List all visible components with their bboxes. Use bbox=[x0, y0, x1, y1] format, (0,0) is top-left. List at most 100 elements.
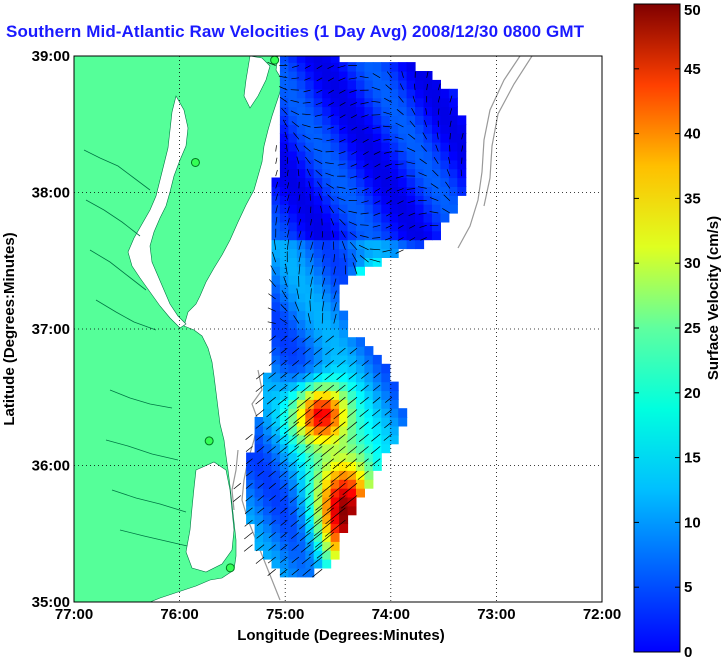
x-axis-label: Longitude (Degrees:Minutes) bbox=[237, 627, 445, 644]
velocity-cell bbox=[330, 204, 340, 214]
velocity-cell bbox=[347, 62, 357, 72]
velocity-cell bbox=[457, 186, 467, 196]
velocity-vector bbox=[255, 556, 265, 564]
velocity-cell bbox=[440, 213, 450, 223]
velocity-vector bbox=[342, 482, 358, 496]
velocity-cell bbox=[330, 372, 340, 383]
velocity-vector bbox=[349, 89, 358, 93]
velocity-cell bbox=[398, 97, 408, 108]
velocity-cell bbox=[381, 248, 391, 258]
velocity-vector bbox=[396, 109, 404, 115]
velocity-cell bbox=[347, 71, 357, 81]
velocity-cell bbox=[279, 417, 289, 427]
velocity-vector bbox=[284, 409, 300, 422]
velocity-vector bbox=[461, 132, 464, 140]
velocity-vector bbox=[326, 138, 334, 142]
velocity-vector bbox=[286, 229, 290, 238]
velocity-cell bbox=[347, 461, 357, 471]
velocity-cell bbox=[432, 133, 441, 143]
velocity-cell bbox=[279, 142, 289, 152]
velocity-vector bbox=[449, 108, 453, 115]
velocity-vector bbox=[341, 240, 346, 250]
velocity-cell bbox=[271, 337, 281, 347]
velocity-cell bbox=[313, 381, 323, 392]
velocity-cell bbox=[330, 417, 340, 427]
velocity-cell bbox=[457, 177, 467, 187]
velocity-vector bbox=[275, 216, 278, 226]
velocity-vector bbox=[343, 253, 346, 263]
velocity-cell bbox=[271, 452, 281, 462]
velocity-cell bbox=[339, 150, 349, 161]
velocity-cell bbox=[389, 186, 399, 196]
velocity-cell bbox=[423, 221, 433, 232]
velocity-cell bbox=[322, 159, 332, 170]
velocity-vector bbox=[245, 495, 253, 502]
velocity-cell bbox=[322, 363, 332, 374]
velocity-vector bbox=[292, 421, 311, 437]
velocity-vector bbox=[397, 237, 404, 241]
velocity-vector bbox=[333, 254, 335, 263]
velocity-vector bbox=[302, 113, 311, 116]
velocity-vector bbox=[336, 360, 346, 368]
velocity-vector bbox=[306, 168, 311, 177]
velocity-cell bbox=[339, 204, 349, 214]
velocity-vector bbox=[320, 458, 335, 470]
velocity-cell bbox=[415, 221, 425, 232]
velocity-cell bbox=[330, 354, 340, 365]
velocity-vector bbox=[269, 495, 276, 501]
velocity-cell bbox=[313, 292, 323, 303]
velocity-cell bbox=[372, 425, 382, 436]
velocity-cell bbox=[398, 159, 408, 170]
velocity-vector bbox=[407, 200, 416, 204]
velocity-vector bbox=[321, 301, 325, 312]
velocity-cell bbox=[347, 142, 357, 152]
velocity-vector bbox=[244, 519, 253, 527]
velocity-cell bbox=[330, 390, 340, 400]
velocity-cell bbox=[322, 221, 332, 232]
velocity-cell bbox=[263, 390, 272, 400]
velocity-vector bbox=[321, 277, 326, 287]
velocity-vector bbox=[369, 258, 381, 263]
velocity-cell bbox=[347, 266, 357, 276]
velocity-vector bbox=[302, 335, 311, 343]
velocity-vector bbox=[255, 544, 265, 552]
velocity-vector bbox=[340, 230, 346, 238]
velocity-cell bbox=[372, 213, 382, 223]
velocity-vector bbox=[299, 519, 311, 530]
velocity-cell bbox=[305, 443, 315, 454]
velocity-vector bbox=[319, 470, 335, 483]
velocity-cell bbox=[448, 186, 458, 196]
velocity-cell bbox=[288, 159, 298, 170]
velocity-cell bbox=[313, 177, 323, 187]
velocity-vector bbox=[301, 556, 311, 565]
velocity-cell bbox=[457, 168, 467, 179]
velocity-cell bbox=[330, 381, 340, 392]
velocity-vector bbox=[320, 205, 323, 214]
velocity-cell bbox=[305, 88, 315, 99]
velocity-cell bbox=[339, 461, 349, 471]
velocity-cell bbox=[364, 186, 374, 196]
velocity-cell bbox=[339, 496, 349, 507]
velocity-cell bbox=[330, 213, 340, 223]
velocity-vector bbox=[406, 147, 416, 152]
velocity-cell bbox=[406, 71, 416, 81]
velocity-cell bbox=[381, 443, 391, 454]
velocity-cell bbox=[296, 496, 306, 507]
velocity-cell bbox=[406, 159, 416, 170]
velocity-cell bbox=[305, 230, 315, 241]
velocity-cell bbox=[296, 106, 306, 116]
velocity-cell bbox=[305, 559, 315, 569]
velocity-cell bbox=[381, 195, 391, 205]
velocity-cell bbox=[347, 150, 357, 161]
velocity-vector bbox=[395, 175, 404, 179]
velocity-cell bbox=[423, 177, 433, 187]
velocity-cell bbox=[372, 133, 382, 143]
velocity-cell bbox=[389, 97, 399, 108]
velocity-cell bbox=[398, 168, 408, 179]
velocity-vector bbox=[304, 409, 323, 424]
velocity-vector bbox=[286, 169, 289, 177]
velocity-cell bbox=[356, 443, 365, 454]
velocity-vector bbox=[358, 433, 369, 443]
velocity-cell bbox=[296, 301, 306, 312]
velocity-vector bbox=[310, 556, 323, 567]
